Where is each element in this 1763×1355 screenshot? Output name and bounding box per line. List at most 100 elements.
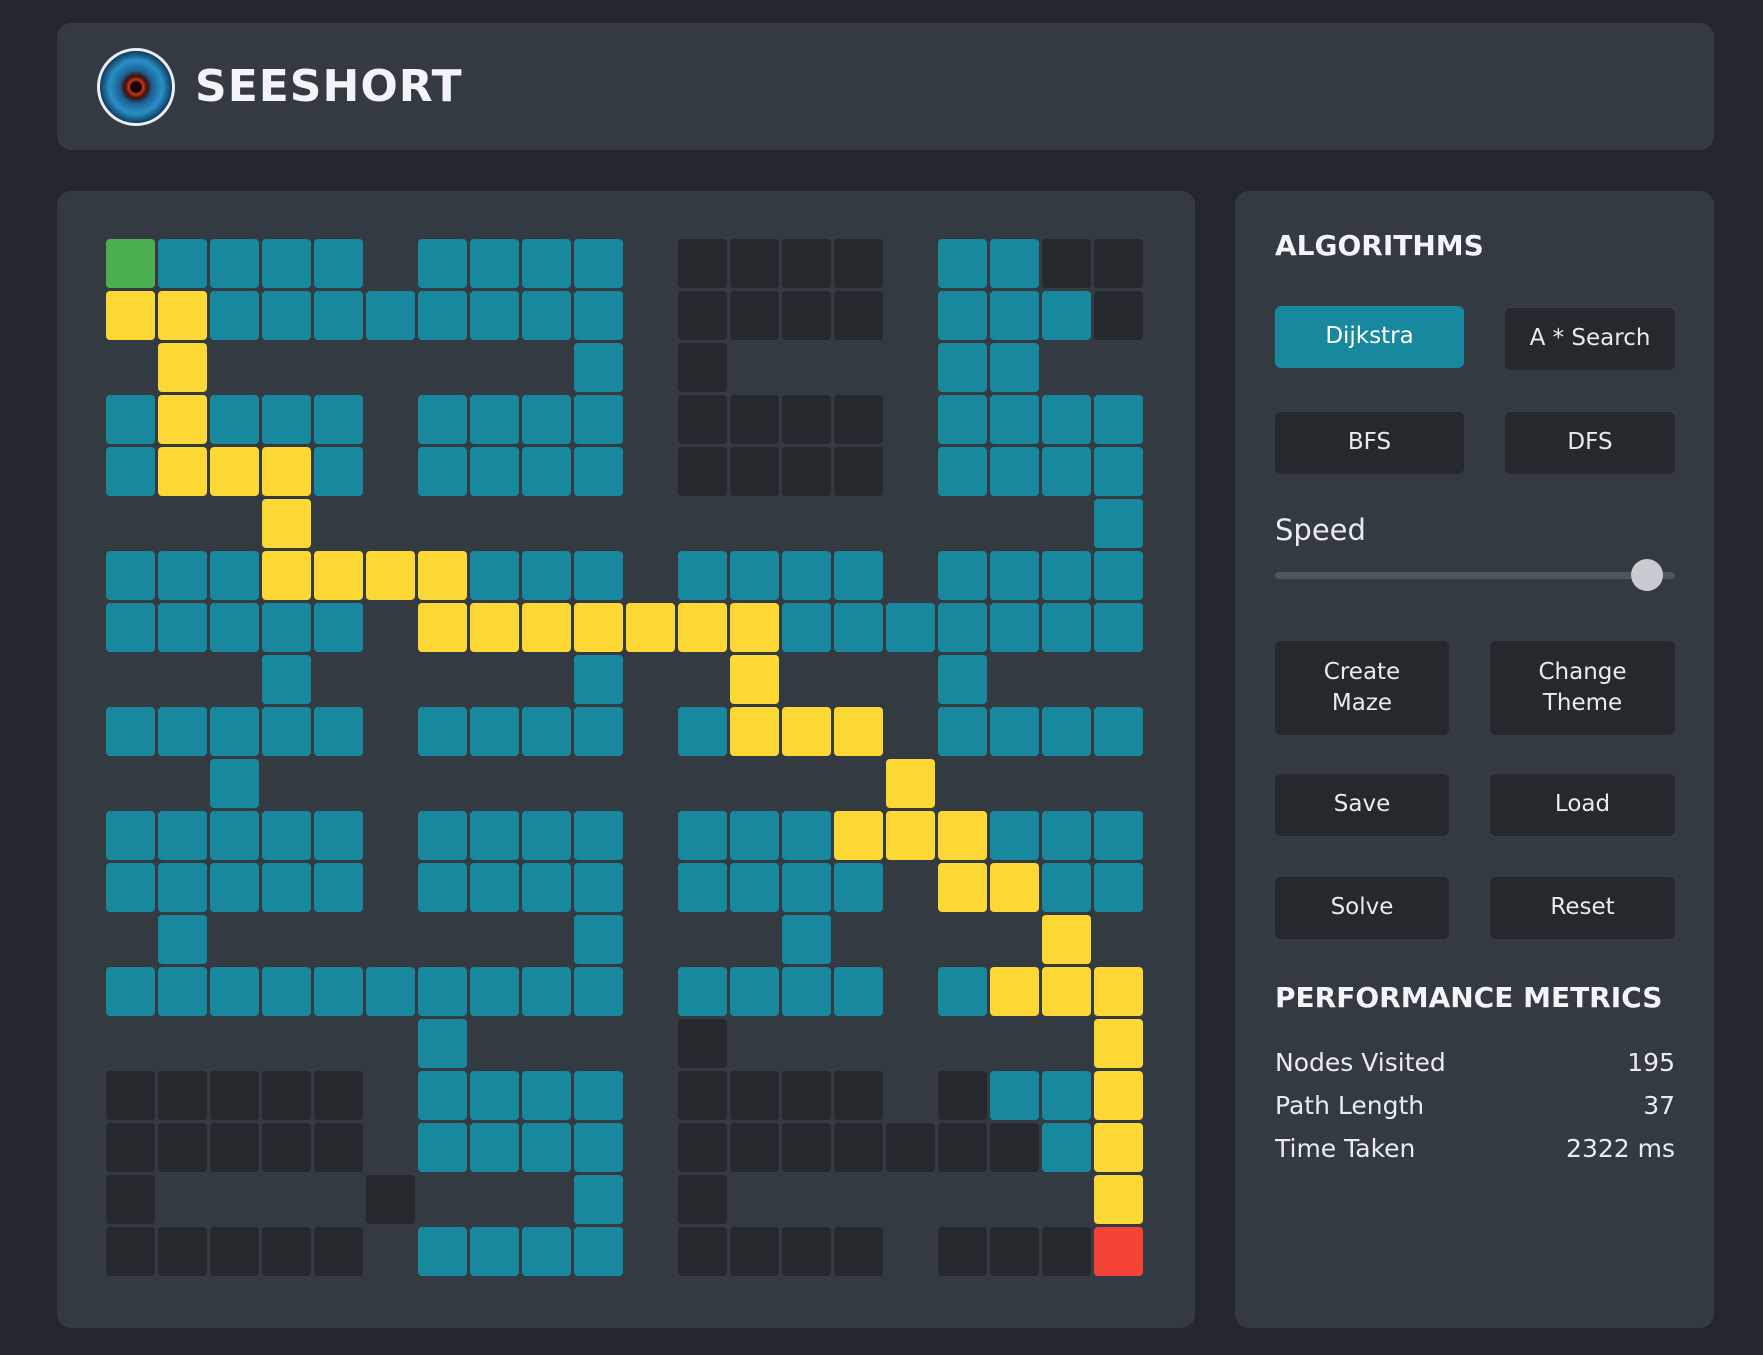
open-cell[interactable] — [574, 447, 623, 496]
open-cell[interactable] — [314, 707, 363, 756]
open-cell[interactable] — [522, 811, 571, 860]
open-cell[interactable] — [418, 1071, 467, 1120]
open-cell[interactable] — [990, 1071, 1039, 1120]
open-cell[interactable] — [730, 551, 779, 600]
wall-cell[interactable] — [782, 1071, 831, 1120]
open-cell[interactable] — [574, 967, 623, 1016]
open-cell[interactable] — [574, 915, 623, 964]
open-cell[interactable] — [574, 1175, 623, 1224]
open-cell[interactable] — [210, 395, 259, 444]
wall-cell[interactable] — [834, 239, 883, 288]
open-cell[interactable] — [262, 811, 311, 860]
open-cell[interactable] — [1042, 1071, 1091, 1120]
wall-cell[interactable] — [210, 1227, 259, 1276]
open-cell[interactable] — [782, 915, 831, 964]
wall-cell[interactable] — [938, 1227, 987, 1276]
open-cell[interactable] — [262, 863, 311, 912]
open-cell[interactable] — [574, 1123, 623, 1172]
wall-cell[interactable] — [262, 1227, 311, 1276]
open-cell[interactable] — [574, 655, 623, 704]
route-cell[interactable] — [1094, 1175, 1143, 1224]
wall-cell[interactable] — [158, 1123, 207, 1172]
open-cell[interactable] — [1042, 395, 1091, 444]
open-cell[interactable] — [522, 395, 571, 444]
wall-cell[interactable] — [158, 1071, 207, 1120]
wall-cell[interactable] — [938, 1123, 987, 1172]
wall-cell[interactable] — [210, 1123, 259, 1172]
wall-cell[interactable] — [678, 291, 727, 340]
open-cell[interactable] — [470, 551, 519, 600]
wall-cell[interactable] — [730, 1071, 779, 1120]
wall-cell[interactable] — [834, 395, 883, 444]
open-cell[interactable] — [158, 551, 207, 600]
open-cell[interactable] — [1094, 395, 1143, 444]
route-cell[interactable] — [314, 551, 363, 600]
wall-cell[interactable] — [782, 1123, 831, 1172]
open-cell[interactable] — [938, 343, 987, 392]
open-cell[interactable] — [314, 291, 363, 340]
route-cell[interactable] — [366, 551, 415, 600]
open-cell[interactable] — [574, 707, 623, 756]
wall-cell[interactable] — [314, 1227, 363, 1276]
save-button[interactable]: Save — [1275, 774, 1449, 836]
open-cell[interactable] — [314, 811, 363, 860]
open-cell[interactable] — [1094, 447, 1143, 496]
route-cell[interactable] — [106, 291, 155, 340]
open-cell[interactable] — [262, 707, 311, 756]
open-cell[interactable] — [106, 811, 155, 860]
wall-cell[interactable] — [834, 291, 883, 340]
solve-button[interactable]: Solve — [1275, 877, 1449, 939]
wall-cell[interactable] — [106, 1175, 155, 1224]
route-cell[interactable] — [418, 551, 467, 600]
open-cell[interactable] — [470, 707, 519, 756]
open-cell[interactable] — [210, 551, 259, 600]
route-cell[interactable] — [1094, 1071, 1143, 1120]
speed-slider-thumb[interactable] — [1631, 559, 1663, 591]
open-cell[interactable] — [678, 967, 727, 1016]
open-cell[interactable] — [522, 863, 571, 912]
route-cell[interactable] — [886, 759, 935, 808]
open-cell[interactable] — [574, 291, 623, 340]
open-cell[interactable] — [418, 1019, 467, 1068]
open-cell[interactable] — [1042, 291, 1091, 340]
route-cell[interactable] — [626, 603, 675, 652]
open-cell[interactable] — [834, 863, 883, 912]
open-cell[interactable] — [1042, 863, 1091, 912]
open-cell[interactable] — [106, 447, 155, 496]
wall-cell[interactable] — [782, 291, 831, 340]
wall-cell[interactable] — [106, 1123, 155, 1172]
route-cell[interactable] — [1094, 1123, 1143, 1172]
open-cell[interactable] — [574, 395, 623, 444]
open-cell[interactable] — [990, 343, 1039, 392]
wall-cell[interactable] — [990, 1227, 1039, 1276]
route-cell[interactable] — [1094, 967, 1143, 1016]
open-cell[interactable] — [470, 447, 519, 496]
open-cell[interactable] — [522, 1227, 571, 1276]
wall-cell[interactable] — [1042, 239, 1091, 288]
open-cell[interactable] — [522, 967, 571, 1016]
open-cell[interactable] — [1042, 707, 1091, 756]
open-cell[interactable] — [210, 291, 259, 340]
open-cell[interactable] — [158, 239, 207, 288]
route-cell[interactable] — [834, 811, 883, 860]
open-cell[interactable] — [210, 603, 259, 652]
open-cell[interactable] — [834, 603, 883, 652]
open-cell[interactable] — [470, 1071, 519, 1120]
route-cell[interactable] — [730, 655, 779, 704]
route-cell[interactable] — [730, 603, 779, 652]
open-cell[interactable] — [574, 343, 623, 392]
open-cell[interactable] — [1042, 811, 1091, 860]
open-cell[interactable] — [210, 863, 259, 912]
open-cell[interactable] — [574, 863, 623, 912]
open-cell[interactable] — [990, 811, 1039, 860]
wall-cell[interactable] — [730, 1123, 779, 1172]
open-cell[interactable] — [418, 863, 467, 912]
open-cell[interactable] — [158, 967, 207, 1016]
open-cell[interactable] — [262, 395, 311, 444]
open-cell[interactable] — [418, 395, 467, 444]
open-cell[interactable] — [106, 603, 155, 652]
route-cell[interactable] — [262, 447, 311, 496]
open-cell[interactable] — [106, 863, 155, 912]
open-cell[interactable] — [158, 603, 207, 652]
wall-cell[interactable] — [938, 1071, 987, 1120]
